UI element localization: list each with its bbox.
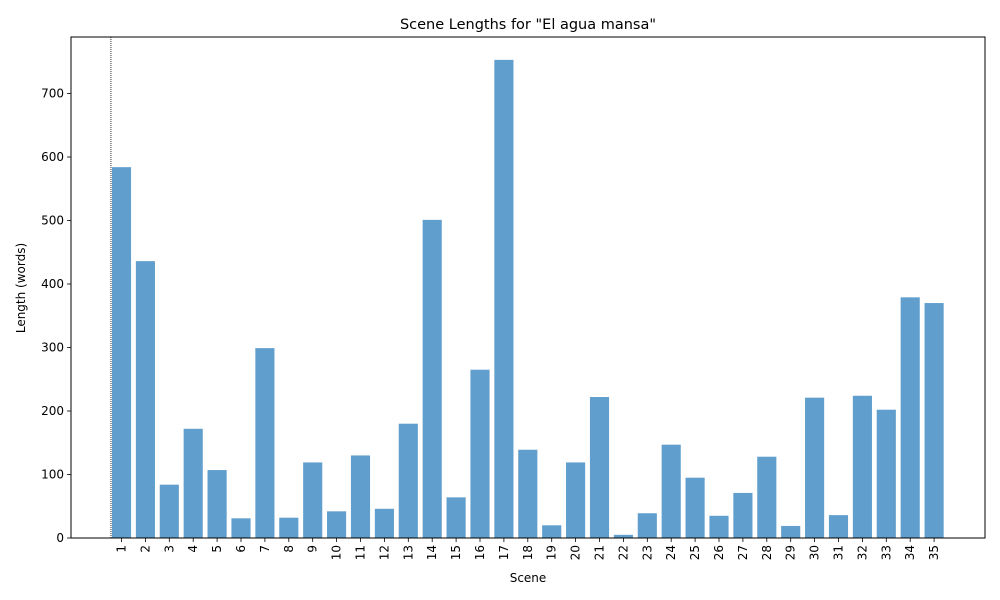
x-axis: 1 2 3 4 5 6 7 8 9 10 11 12 13 14 15 16 17 18 19 20 21 22 23 24 2… — [115, 538, 941, 560]
x-tick-label: 23 — [640, 545, 654, 560]
bar-scene-5 — [207, 470, 227, 538]
bars-group — [111, 59, 944, 539]
bar-scene-26 — [709, 515, 729, 538]
x-tick-label: 28 — [760, 545, 774, 560]
bar-scene-14 — [422, 219, 442, 538]
bar-scene-28 — [757, 456, 777, 538]
bar-scene-6 — [231, 518, 251, 538]
x-tick-label: 10 — [330, 545, 344, 560]
bar-scene-31 — [828, 515, 849, 538]
y-axis-title: Length (words) — [14, 243, 28, 333]
y-tick-label: 300 — [41, 341, 64, 355]
bar-scene-19 — [542, 525, 562, 538]
bar-scene-18 — [518, 449, 538, 538]
bar-scene-22 — [613, 534, 633, 538]
bar-scene-17 — [494, 59, 514, 539]
bar-scene-2 — [135, 261, 155, 538]
bar-scene-7 — [255, 348, 275, 538]
bar-scene-10 — [327, 511, 347, 538]
y-tick-label: 100 — [41, 468, 64, 482]
x-tick-label: 24 — [664, 545, 678, 560]
bar-scene-35 — [924, 303, 944, 538]
x-tick-label: 15 — [449, 545, 463, 560]
bar-scene-16 — [470, 369, 490, 538]
y-tick-label: 400 — [41, 277, 64, 291]
bar-scene-3 — [159, 484, 179, 538]
bar-scene-11 — [350, 455, 371, 538]
x-tick-label: 16 — [473, 545, 487, 560]
x-tick-label: 25 — [688, 545, 702, 560]
chart-title: Scene Lengths for "El agua mansa" — [400, 17, 656, 33]
x-tick-label: 2 — [138, 545, 152, 553]
bar-scene-20 — [566, 462, 586, 538]
bar-scene-4 — [183, 428, 203, 538]
bar-scene-32 — [852, 395, 872, 538]
x-tick-label: 8 — [282, 545, 296, 553]
y-tick-label: 500 — [41, 214, 64, 228]
x-tick-label: 7 — [258, 545, 272, 553]
bar-scene-21 — [589, 397, 610, 538]
y-tick-label: 0 — [56, 531, 64, 545]
bar-scene-33 — [876, 409, 896, 538]
x-tick-label: 18 — [521, 545, 535, 560]
x-tick-label: 11 — [354, 545, 368, 560]
x-tick-label: 21 — [593, 545, 607, 560]
x-tick-label: 20 — [569, 545, 583, 560]
x-tick-label: 3 — [162, 545, 176, 553]
x-tick-label: 26 — [712, 545, 726, 560]
bar-scene-29 — [781, 525, 801, 538]
bar-scene-15 — [446, 497, 466, 538]
x-tick-label: 22 — [616, 545, 630, 560]
x-tick-label: 32 — [855, 545, 869, 560]
x-tick-label: 5 — [210, 545, 224, 553]
y-tick-label: 600 — [41, 150, 64, 164]
x-tick-label: 33 — [879, 545, 893, 560]
bar-scene-34 — [900, 297, 920, 538]
x-tick-label: 35 — [927, 545, 941, 560]
y-tick-label: 700 — [41, 87, 64, 101]
x-tick-label: 34 — [903, 545, 917, 560]
x-tick-label: 17 — [497, 545, 511, 560]
x-tick-label: 30 — [808, 545, 822, 560]
bar-scene-1 — [111, 167, 132, 539]
bar-scene-13 — [398, 423, 418, 538]
bar-scene-8 — [279, 517, 299, 538]
y-tick-label: 200 — [41, 404, 64, 418]
y-axis: 0 100 200 300 400 500 600 700 — [41, 87, 71, 545]
x-tick-label: 14 — [425, 545, 439, 560]
x-tick-label: 29 — [784, 545, 798, 560]
bar-scene-24 — [661, 444, 681, 538]
x-tick-label: 9 — [306, 545, 320, 553]
bar-scene-23 — [637, 513, 657, 538]
bar-scene-30 — [805, 397, 825, 538]
x-tick-label: 12 — [377, 545, 391, 560]
x-tick-label: 4 — [186, 545, 200, 553]
x-tick-label: 27 — [736, 545, 750, 560]
x-tick-label: 13 — [401, 545, 415, 560]
x-tick-label: 1 — [115, 545, 129, 553]
x-tick-label: 31 — [832, 545, 846, 560]
x-axis-title: Scene — [510, 571, 547, 585]
bar-scene-27 — [733, 492, 753, 538]
bar-scene-25 — [685, 477, 705, 538]
x-tick-label: 19 — [545, 545, 559, 560]
bar-scene-9 — [303, 462, 323, 538]
bar-scene-12 — [374, 508, 394, 538]
x-tick-label: 6 — [234, 545, 248, 553]
